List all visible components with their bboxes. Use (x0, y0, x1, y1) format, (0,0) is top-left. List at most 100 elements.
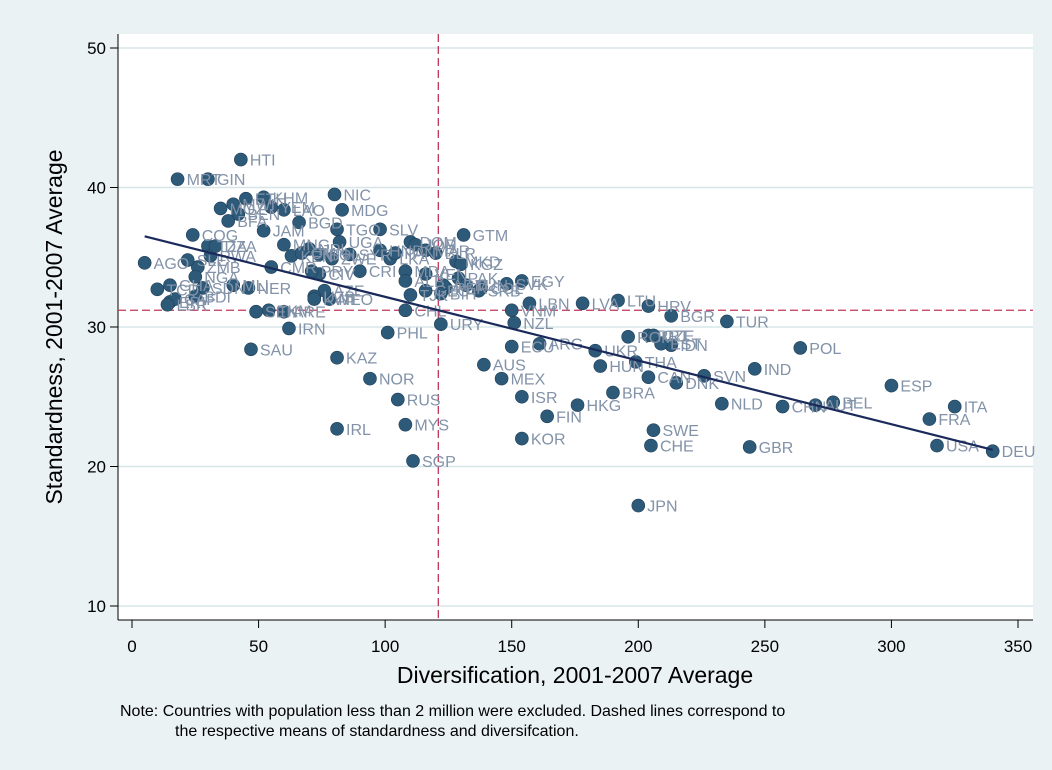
point-label: MEX (511, 372, 546, 389)
point-label: ERI (179, 295, 206, 312)
point-label: IRL (346, 422, 371, 439)
x-tick-label: 0 (127, 637, 136, 656)
data-point (390, 392, 405, 407)
data-point (747, 362, 762, 376)
data-point (330, 422, 344, 436)
point-label: USA (946, 439, 979, 456)
data-point (150, 282, 165, 297)
point-label: ARM (452, 278, 488, 295)
point-label: KOR (531, 432, 566, 449)
point-label: SGP (422, 454, 456, 471)
point-label: ESP (900, 379, 932, 396)
data-points (137, 152, 1000, 513)
point-label: KGZ (470, 257, 503, 274)
data-point (459, 278, 473, 292)
data-point (522, 296, 537, 311)
point-label: SYR (359, 247, 392, 264)
point-label: GIN (217, 172, 245, 189)
x-tick-label: 300 (877, 637, 905, 656)
point-label: TUN (475, 278, 508, 295)
data-point (244, 342, 258, 357)
point-label: ROM (637, 330, 674, 347)
point-label: LBN (538, 296, 569, 313)
data-point (282, 321, 296, 336)
point-label: HKG (587, 398, 622, 415)
data-point (226, 278, 241, 292)
point-label: VEN (435, 267, 468, 284)
data-point (575, 296, 590, 311)
data-point (188, 289, 203, 304)
point-label: IDN (680, 338, 708, 355)
point-label: IRN (298, 321, 326, 338)
point-label: BRA (622, 386, 655, 403)
point-label: CZE (662, 328, 694, 345)
point-label: BOL (328, 247, 360, 264)
point-label: TZA (217, 239, 248, 256)
data-point (256, 190, 271, 205)
data-point (398, 417, 413, 432)
point-label: ETH (255, 192, 287, 209)
point-label: AUS (493, 358, 526, 375)
data-point (335, 203, 349, 217)
data-point (180, 253, 195, 267)
point-label: DOM (419, 235, 456, 252)
data-point (504, 339, 519, 354)
data-point (403, 288, 418, 302)
point-label: SLV (389, 222, 418, 239)
data-point (494, 371, 509, 386)
point-label: HUN (609, 359, 644, 376)
data-point (922, 412, 937, 426)
point-label: LAO (293, 203, 325, 220)
point-label: GHA (179, 278, 214, 295)
data-point (454, 257, 468, 272)
data-point (163, 278, 177, 292)
point-label: KWT (323, 292, 359, 309)
data-point (221, 214, 235, 228)
data-point (499, 276, 514, 291)
data-point (239, 191, 253, 206)
data-point (515, 431, 529, 446)
point-label: ITA (964, 400, 988, 417)
data-point (515, 389, 529, 404)
data-point (294, 246, 309, 260)
y-tick-label: 10 (87, 597, 106, 616)
point-label: DNK (685, 376, 719, 393)
data-point (406, 454, 420, 468)
point-label: BGD (308, 215, 343, 232)
data-point (373, 243, 387, 258)
point-label: UKR (604, 344, 638, 361)
point-label: YEM (280, 200, 315, 217)
data-point (380, 325, 395, 340)
data-point (398, 274, 413, 288)
point-label: MAR (435, 243, 471, 260)
point-label: PAK (468, 271, 499, 288)
point-label: SLE (197, 253, 227, 270)
point-label: LKA (399, 252, 430, 269)
x-axis-title: Diversification, 2001-2007 Average (397, 662, 753, 688)
point-label: KHM (273, 190, 309, 207)
data-point (793, 341, 808, 355)
point-label: BEL (842, 395, 872, 412)
point-label: PRY (321, 264, 354, 281)
data-point (234, 152, 248, 167)
data-point (418, 243, 433, 258)
point-label: NER (257, 281, 291, 298)
point-label: MKD (465, 254, 501, 271)
point-label: BDI (204, 289, 231, 306)
data-point (160, 297, 175, 312)
data-point (188, 269, 203, 284)
data-point (325, 251, 339, 266)
point-label: HRV (657, 299, 691, 316)
point-label: EGY (531, 274, 565, 291)
point-label: TCD (166, 282, 199, 299)
point-label: SVK (516, 277, 548, 294)
point-label: NLD (731, 397, 763, 414)
data-point (434, 286, 448, 301)
note-line-2: the respective means of standardness and… (175, 723, 579, 740)
data-point (418, 283, 433, 298)
data-point (532, 336, 547, 351)
point-label: NGA (204, 270, 239, 287)
data-point (540, 409, 554, 424)
